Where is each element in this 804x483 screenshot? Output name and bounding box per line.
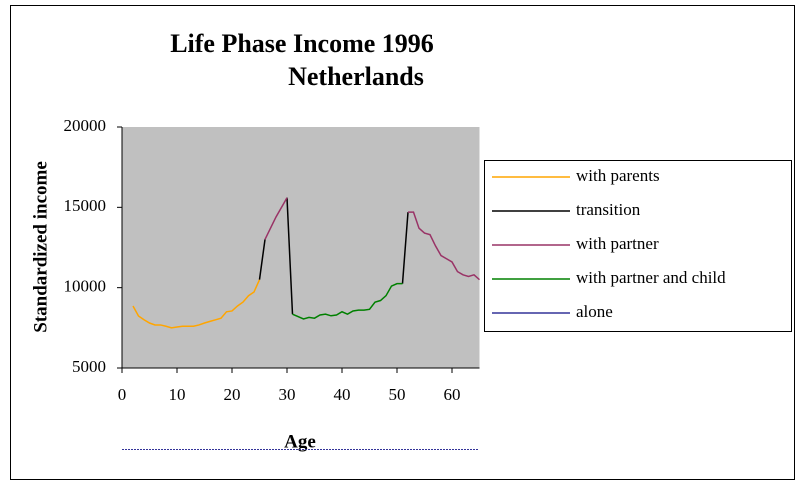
legend-box — [484, 160, 792, 332]
x-tick-label: 20 — [224, 385, 241, 404]
legend-label: with partner — [576, 234, 659, 253]
chart-title: Netherlands — [288, 62, 424, 91]
y-tick-label: 15000 — [64, 196, 107, 215]
x-tick-label: 40 — [334, 385, 351, 404]
x-tick-label: 60 — [444, 385, 461, 404]
plot-area — [122, 127, 480, 368]
x-tick-label: 50 — [389, 385, 406, 404]
chart-title: Life Phase Income 1996 — [170, 29, 434, 58]
y-tick-label: 5000 — [72, 357, 106, 376]
x-tick-label: 0 — [118, 385, 127, 404]
series-line — [264, 197, 480, 281]
series-line — [292, 282, 403, 320]
y-tick-label: 20000 — [64, 116, 107, 135]
legend-label: with partner and child — [576, 268, 726, 287]
series-line — [258, 197, 409, 315]
y-tick-label: 10000 — [64, 277, 107, 296]
x-tick-label: 30 — [279, 385, 296, 404]
y-axis-title: Standardized income — [30, 161, 51, 333]
x-tick-label: 10 — [169, 385, 186, 404]
legend-label: alone — [576, 302, 613, 321]
legend-label: transition — [576, 200, 641, 219]
legend-label: with parents — [576, 166, 660, 185]
series-line — [132, 279, 261, 329]
x-axis-title: Age — [284, 431, 316, 452]
